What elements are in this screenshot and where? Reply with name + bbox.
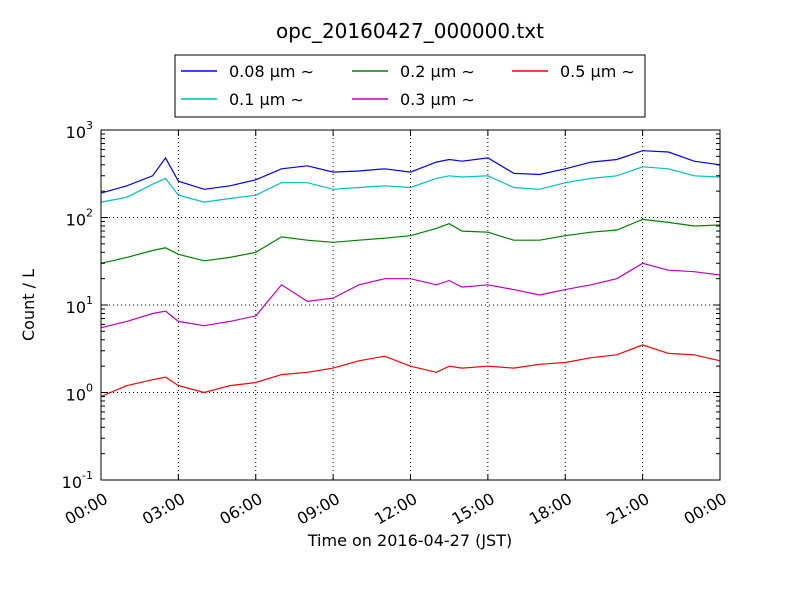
legend-box [174,54,646,118]
y-tick-label-exp: 3 [86,119,93,132]
x-tick-label: 12:00 [371,489,420,529]
legend-label-1: 0.1 μm ∼ [229,90,304,109]
y-tick-label-exp: 1 [86,294,93,307]
series-line-2 [100,218,721,264]
y-tick-label: 10-1 [62,469,93,492]
legend-label-0: 0.08 μm ∼ [229,62,314,81]
x-tick-label: 06:00 [216,489,265,529]
y-tick-label-base: 10 [62,473,82,492]
x-tick-label: 00:00 [681,489,730,529]
x-tick-label: 09:00 [294,489,343,529]
x-tick-label: 15:00 [448,489,497,529]
series-line-0 [100,150,721,194]
x-axis-label: Time on 2016-04-27 (JST) [307,531,512,550]
chart-title: opc_20160427_000000.txt [276,19,544,43]
legend-label-3: 0.3 μm ∼ [400,90,475,109]
y-tick-label-base: 10 [66,298,86,317]
x-tick-label: 18:00 [526,489,575,529]
y-tick-label-exp: 0 [86,382,93,395]
legend: 0.08 μm ∼ 0.1 μm ∼ 0.2 μm ∼ 0.3 μm ∼ 0.5 μm … [174,54,646,118]
series-line-4 [100,344,721,398]
y-tick-label: 103 [66,119,93,142]
series-line-3 [100,262,721,329]
y-tick-label-exp: -1 [82,469,93,482]
plot-frame [101,130,720,480]
x-tick-label: 21:00 [603,489,652,529]
x-tick-label: 00:00 [62,489,111,529]
y-tick-label-base: 10 [66,386,86,405]
y-tick-label-exp: 2 [86,207,93,220]
plot-area: 00:00 03:00 06:00 09:00 12:00 15:00 18:00 21:00… [62,119,730,529]
y-tick-label: 101 [66,294,93,317]
y-tick-label-base: 10 [66,123,86,142]
y-tick-label-base: 10 [66,211,86,230]
series-lines [100,150,721,398]
y-tick-label: 102 [66,207,93,230]
legend-label-4: 0.5 μm ∼ [560,62,635,81]
y-axis-label: Count / L [19,269,38,341]
x-tick-label: 03:00 [139,489,188,529]
legend-label-2: 0.2 μm ∼ [400,62,475,81]
series-line-1 [100,166,721,203]
y-tick-label: 100 [66,382,93,405]
